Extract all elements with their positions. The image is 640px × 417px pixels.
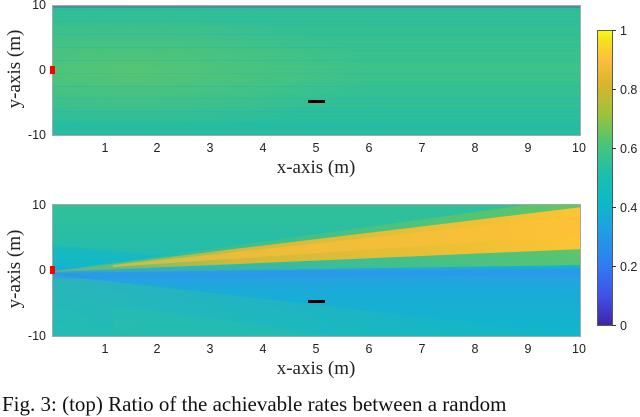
x-tick-top-5: 5 [312,141,320,155]
top-heatmap [52,5,581,136]
x-tick-top-2: 2 [153,141,161,155]
y-tick-top-neg10: -10 [27,128,46,142]
receiver-marker-top [308,100,325,103]
colorbar-tick [612,266,616,267]
colorbar-label-0.6: 0.6 [620,142,638,156]
x-tick-top-9: 9 [524,141,532,155]
x-tick-bottom-10: 10 [572,342,586,356]
x-tick-top-3: 3 [206,141,214,155]
y-tick-top-10: 10 [32,0,46,12]
colorbar-tick [612,148,616,149]
x-axis-label-bottom: x-axis (m) [276,358,356,379]
x-tick-bottom-6: 6 [365,342,373,356]
bottom-heatmap-image [53,205,580,336]
colorbar-label-1: 1 [620,24,627,38]
colorbar-label-0.2: 0.2 [620,260,638,274]
x-tick-top-1: 1 [101,141,109,155]
x-tick-bottom-4: 4 [259,342,267,356]
x-tick-bottom-7: 7 [418,342,426,356]
transmitter-marker-top [50,66,55,74]
colorbar [597,30,613,326]
x-tick-top-7: 7 [418,141,426,155]
x-tick-top-10: 10 [572,141,586,155]
colorbar-label-0: 0 [620,319,627,333]
colorbar-tick [612,207,616,208]
transmitter-marker-bottom [50,266,55,274]
colorbar-tick [612,30,616,31]
x-tick-bottom-3: 3 [206,342,214,356]
colorbar-tick [612,325,616,326]
bottom-heatmap [52,204,581,337]
x-tick-top-6: 6 [365,141,373,155]
y-tick-bottom-neg10: -10 [27,329,46,343]
colorbar-tick [612,89,616,90]
x-axis-label-top: x-axis (m) [276,157,356,178]
x-tick-bottom-5: 5 [312,342,320,356]
x-tick-bottom-8: 8 [471,342,479,356]
colorbar-label-0.4: 0.4 [620,201,638,215]
x-tick-bottom-1: 1 [101,342,109,356]
x-tick-bottom-9: 9 [524,342,532,356]
y-axis-label-bottom: y-axis (m) [4,229,25,309]
top-heatmap-image [53,6,580,135]
y-tick-bottom-10: 10 [32,198,46,212]
receiver-marker-bottom [308,300,325,303]
figure-caption: Fig. 3: (top) Ratio of the achievable ra… [2,392,507,416]
x-tick-bottom-2: 2 [153,342,161,356]
y-tick-bottom-0: 0 [39,263,46,277]
x-tick-top-4: 4 [259,141,267,155]
y-axis-label-top: y-axis (m) [4,29,25,109]
colorbar-label-0.8: 0.8 [620,83,638,97]
x-tick-top-8: 8 [471,141,479,155]
y-tick-top-0: 0 [39,63,46,77]
